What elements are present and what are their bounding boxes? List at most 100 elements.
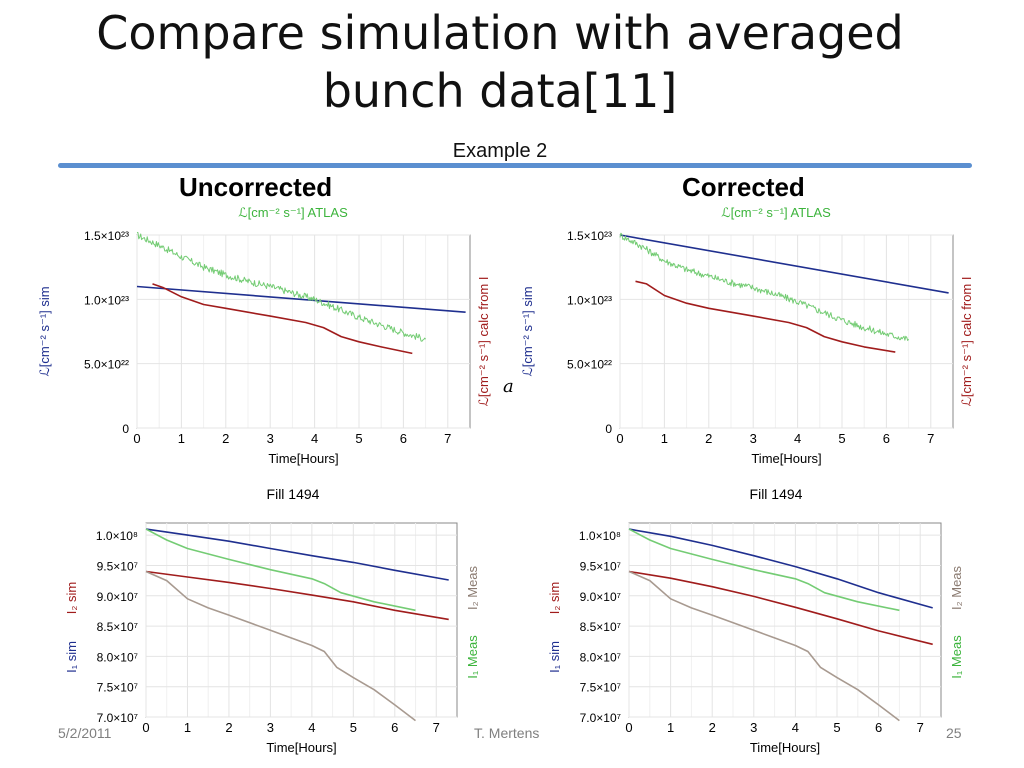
intensity-uncorrected-series-i2sim-line	[145, 570, 449, 621]
intensity-uncorrected-right-axis-label-1: I₁ Meas	[465, 635, 480, 679]
lumi-corrected-xtick-4: 4	[794, 431, 801, 446]
intensity-uncorrected-xtick-1: 1	[184, 720, 191, 735]
intensity-uncorrected-plot-frame	[145, 522, 458, 718]
lumi-corrected-xtick-2: 2	[705, 431, 712, 446]
intensity-uncorrected-series-i2meas-line	[145, 570, 416, 722]
intensity-uncorrected-ytick-1: 7.5×10⁷	[97, 681, 138, 695]
intensity-corrected-ytick-2: 8.0×10⁷	[580, 650, 621, 664]
uncorrected-heading: Uncorrected	[179, 172, 333, 202]
lumi-uncorrected-xtick-3: 3	[267, 431, 274, 446]
lumi-uncorrected-xtick-6: 6	[400, 431, 407, 446]
intensity-uncorrected-ytick-4: 9.0×10⁷	[97, 590, 138, 604]
intensity-corrected-xlabel: Time[Hours]	[750, 740, 820, 755]
intensity-corrected-plot-frame	[628, 522, 942, 718]
intensity-corrected-right-axis-label-1: I₁ Meas	[949, 635, 964, 679]
intensity-uncorrected-left-axis-label-2: I₂ sim	[64, 582, 79, 615]
lumi-uncorrected-ytick-3: 1.5×10²³	[84, 229, 129, 243]
lumi-uncorrected-xtick-4: 4	[311, 431, 318, 446]
intensity-uncorrected-left-axis-label-1: I₁ sim	[64, 641, 79, 673]
intensity-corrected-right-axis-label-2: I₂ Meas	[949, 565, 964, 610]
lumi-corrected-left-axis-label: ℒ[cm⁻² s⁻¹] sim	[520, 286, 535, 376]
intensity-corrected-ytick-3: 8.5×10⁷	[580, 620, 621, 634]
lumi-uncorrected-caption: Fill 1494	[267, 486, 320, 502]
intensity-uncorrected-ytick-6: 1.0×10⁸	[96, 529, 138, 543]
slide-title: Compare simulation with averaged bunch d…	[0, 4, 1000, 120]
lumi-uncorrected-xtick-1: 1	[178, 431, 185, 446]
intensity-uncorrected-ytick-3: 8.5×10⁷	[97, 620, 138, 634]
slide-title-line-1: Compare simulation with averaged	[96, 6, 904, 60]
lumi-corrected-xtick-6: 6	[883, 431, 890, 446]
lumi-corrected-xtick-5: 5	[838, 431, 845, 446]
intensity-uncorrected-xtick-7: 7	[433, 720, 440, 735]
lumi-uncorrected-ytick-2: 1.0×10²³	[84, 293, 129, 307]
lumi-uncorrected-xtick-2: 2	[222, 431, 229, 446]
intensity-uncorrected-ytick-0: 7.0×10⁷	[97, 711, 138, 725]
lumi-uncorrected-series-sim-line	[136, 285, 466, 313]
stray-glyph: a	[503, 376, 514, 397]
lumi-uncorrected-xlabel: Time[Hours]	[268, 451, 338, 466]
intensity-corrected-xtick-3: 3	[750, 720, 757, 735]
lumi-corrected-xtick-0: 0	[616, 431, 623, 446]
intensity-corrected-ytick-1: 7.5×10⁷	[580, 681, 621, 695]
intensity-uncorrected-right-axis-label-2: I₂ Meas	[465, 565, 480, 610]
intensity-corrected-ytick-0: 7.0×10⁷	[580, 711, 621, 725]
lumi-uncorrected-right-axis-label: ℒ[cm⁻² s⁻¹] calc from I	[476, 277, 491, 407]
lumi-uncorrected-top-label: ℒ[cm⁻² s⁻¹] ATLAS	[238, 205, 348, 220]
footer-date: 5/2/2011	[58, 725, 112, 741]
intensity-corrected-ytick-4: 9.0×10⁷	[580, 590, 621, 604]
intensity-corrected-xtick-2: 2	[709, 720, 716, 735]
lumi-corrected-ytick-1: 5.0×10²²	[567, 358, 612, 372]
lumi-corrected-xtick-7: 7	[927, 431, 934, 446]
lumi-corrected-right-axis-label: ℒ[cm⁻² s⁻¹] calc from I	[959, 277, 974, 407]
intensity-corrected-xtick-6: 6	[875, 720, 882, 735]
lumi-corrected-series-atlas-line	[619, 232, 910, 341]
intensity-corrected-series-i1meas-line	[628, 528, 900, 612]
footer-author: T. Mertens	[474, 725, 540, 741]
intensity-corrected-series-i2meas-line	[628, 570, 900, 722]
intensity-corrected-series-i2sim-line	[628, 570, 933, 646]
lumi-uncorrected-plot-frame	[136, 234, 471, 429]
intensity-corrected-ytick-5: 9.5×10⁷	[580, 559, 621, 573]
corrected-heading: Corrected	[682, 172, 805, 202]
lumi-corrected-ytick-0: 0	[605, 422, 612, 436]
title-divider	[58, 163, 972, 168]
lumi-corrected-top-label: ℒ[cm⁻² s⁻¹] ATLAS	[721, 205, 831, 220]
intensity-corrected-xtick-7: 7	[917, 720, 924, 735]
lumi-corrected-ytick-2: 1.0×10²³	[567, 293, 612, 307]
lumi-corrected-series-calc-line	[635, 280, 896, 353]
lumi-corrected-xtick-1: 1	[661, 431, 668, 446]
intensity-corrected-xtick-1: 1	[667, 720, 674, 735]
lumi-uncorrected-xtick-0: 0	[133, 431, 140, 446]
intensity-uncorrected-xtick-5: 5	[350, 720, 357, 735]
intensity-corrected-xtick-4: 4	[792, 720, 799, 735]
lumi-corrected-series-sim-line	[619, 234, 949, 294]
intensity-corrected-left-axis-label-1: I₁ sim	[547, 641, 562, 673]
footer-page-number: 25	[946, 725, 962, 741]
lumi-uncorrected-left-axis-label: ℒ[cm⁻² s⁻¹] sim	[37, 286, 52, 376]
intensity-uncorrected-series-i1meas-line	[145, 528, 416, 612]
intensity-corrected-ytick-6: 1.0×10⁸	[579, 529, 621, 543]
lumi-corrected-xtick-3: 3	[750, 431, 757, 446]
intensity-uncorrected-ytick-5: 9.5×10⁷	[97, 559, 138, 573]
lumi-uncorrected-series-atlas-line	[136, 231, 426, 342]
intensity-corrected-left-axis-label-2: I₂ sim	[547, 582, 562, 615]
lumi-uncorrected-xtick-7: 7	[444, 431, 451, 446]
intensity-uncorrected-xlabel: Time[Hours]	[266, 740, 336, 755]
lumi-uncorrected-ytick-1: 5.0×10²²	[84, 358, 129, 372]
intensity-uncorrected-ytick-2: 8.0×10⁷	[97, 650, 138, 664]
intensity-corrected-xtick-0: 0	[625, 720, 632, 735]
intensity-uncorrected-series-i1sim-line	[145, 528, 449, 581]
intensity-uncorrected-xtick-0: 0	[142, 720, 149, 735]
intensity-corrected-xtick-5: 5	[833, 720, 840, 735]
lumi-uncorrected-xtick-5: 5	[355, 431, 362, 446]
slide-title-line-2: bunch data[11]	[322, 64, 678, 118]
intensity-uncorrected-xtick-3: 3	[267, 720, 274, 735]
slide-subtitle: Example 2	[452, 140, 548, 162]
intensity-corrected-series-i1sim-line	[628, 528, 933, 609]
lumi-uncorrected-series-calc-line	[152, 283, 413, 355]
lumi-uncorrected-ytick-0: 0	[122, 422, 129, 436]
lumi-corrected-xlabel: Time[Hours]	[751, 451, 821, 466]
lumi-corrected-ytick-3: 1.5×10²³	[567, 229, 612, 243]
lumi-corrected-caption: Fill 1494	[750, 486, 803, 502]
